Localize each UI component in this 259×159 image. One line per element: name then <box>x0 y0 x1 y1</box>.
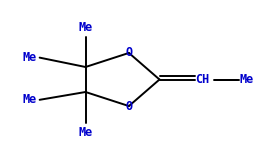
Text: Me: Me <box>23 51 37 64</box>
Text: Me: Me <box>78 21 93 34</box>
Text: O: O <box>125 46 132 59</box>
Text: Me: Me <box>240 73 254 86</box>
Text: Me: Me <box>23 93 37 106</box>
Text: O: O <box>125 100 132 113</box>
Text: Me: Me <box>78 126 93 139</box>
Text: CH: CH <box>195 73 210 86</box>
